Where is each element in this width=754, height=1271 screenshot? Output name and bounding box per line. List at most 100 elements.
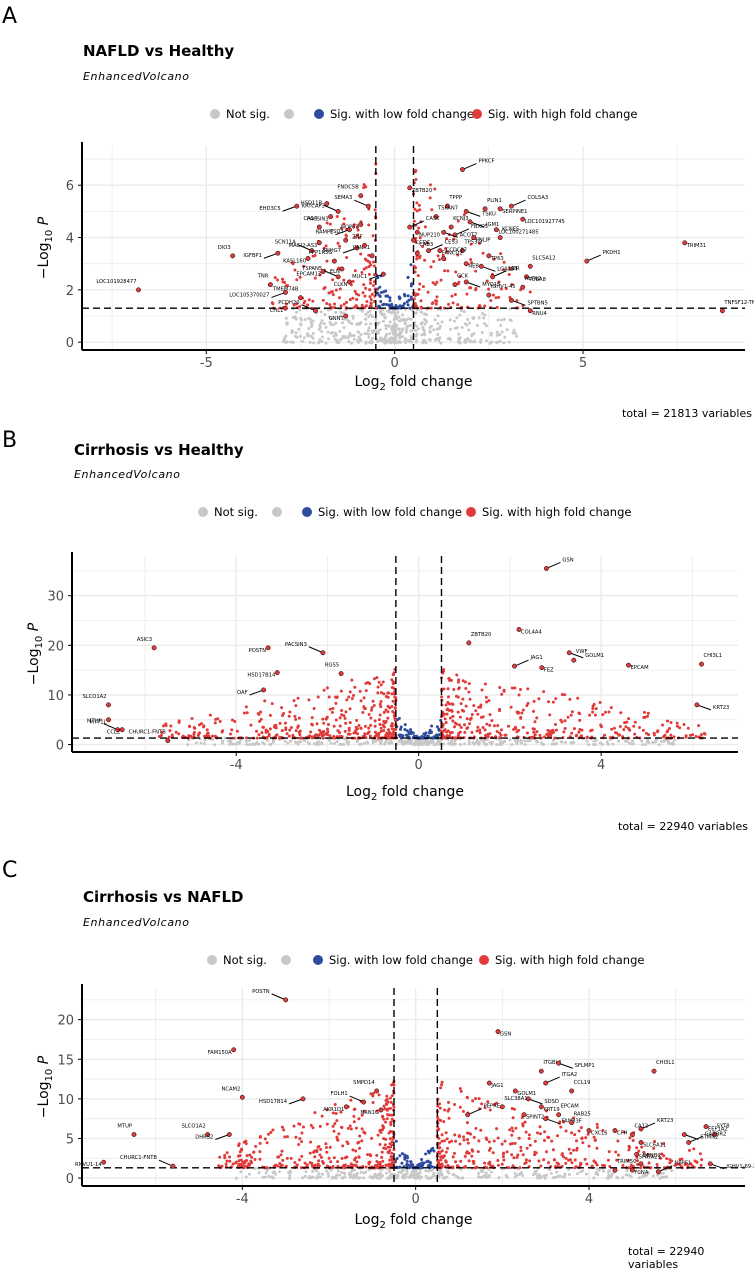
point-sig-high-fc bbox=[430, 208, 434, 212]
point-sig-high-fc bbox=[298, 733, 302, 737]
point-sig-low-fc bbox=[378, 285, 382, 289]
point-sig-high-fc bbox=[362, 705, 366, 709]
point-sig-high-fc bbox=[370, 706, 374, 710]
point-sig-high-fc bbox=[325, 1108, 329, 1112]
point-sig-high-fc bbox=[356, 1141, 360, 1145]
point-sig-high-fc bbox=[469, 716, 473, 720]
point-not-sig bbox=[429, 324, 433, 328]
point-sig-high-fc bbox=[392, 671, 396, 675]
x-tick-label: 4 bbox=[585, 1192, 593, 1207]
point-sig-high-fc bbox=[389, 724, 393, 728]
point-sig-high-fc bbox=[332, 724, 336, 728]
labeled-point bbox=[265, 645, 271, 651]
point-sig-high-fc bbox=[477, 1139, 481, 1143]
point-sig-high-fc bbox=[532, 699, 536, 703]
point-sig-high-fc bbox=[552, 1158, 556, 1162]
labeled-point bbox=[699, 661, 704, 667]
point-sig-high-fc bbox=[440, 1083, 444, 1087]
point-sig-high-fc bbox=[343, 1163, 347, 1167]
labeled-point bbox=[512, 663, 517, 669]
point-sig-high-fc bbox=[459, 702, 463, 706]
point-sig-high-fc bbox=[502, 260, 506, 264]
point-sig-high-fc bbox=[381, 680, 385, 684]
point-not-sig bbox=[318, 1175, 322, 1179]
point-sig-high-fc bbox=[258, 719, 262, 723]
point-not-sig bbox=[330, 1176, 334, 1180]
gene-label: FOLH1 bbox=[330, 1091, 347, 1097]
point-sig-high-fc bbox=[325, 1122, 329, 1126]
point-not-sig bbox=[535, 1169, 539, 1173]
point-sig-high-fc bbox=[390, 1113, 394, 1117]
point-not-sig bbox=[427, 1169, 431, 1173]
point-sig-high-fc bbox=[203, 734, 207, 738]
point-sig-high-fc bbox=[339, 1110, 343, 1114]
point-not-sig bbox=[472, 340, 476, 344]
point-sig-high-fc bbox=[440, 1149, 444, 1153]
gene-label: KASL160 bbox=[283, 258, 306, 264]
point-sig-high-fc bbox=[192, 732, 196, 736]
point-sig-low-fc bbox=[402, 292, 406, 296]
labeled-point bbox=[471, 235, 477, 240]
legend-low-label: Sig. with low fold change bbox=[329, 953, 474, 967]
point-sig-high-fc bbox=[687, 1148, 691, 1152]
point-not-sig bbox=[559, 740, 563, 744]
point-not-sig bbox=[356, 739, 360, 743]
point-not-sig bbox=[377, 321, 381, 325]
point-sig-high-fc bbox=[338, 724, 342, 728]
point-sig-high-fc bbox=[266, 1132, 270, 1136]
point-sig-high-fc bbox=[494, 296, 498, 300]
labeled-point bbox=[482, 206, 488, 212]
point-sig-high-fc bbox=[537, 1159, 541, 1163]
point-sig-high-fc bbox=[344, 234, 348, 238]
point-sig-high-fc bbox=[547, 731, 551, 735]
point-sig-high-fc bbox=[389, 1120, 393, 1124]
point-sig-high-fc bbox=[547, 700, 551, 704]
point-not-sig bbox=[283, 739, 287, 743]
point-sig-high-fc bbox=[601, 1129, 605, 1133]
point-sig-high-fc bbox=[359, 699, 363, 703]
point-not-sig bbox=[344, 336, 348, 340]
point-not-sig bbox=[338, 338, 342, 342]
gene-label: KRT23 bbox=[713, 705, 729, 711]
gene-label: CXCL6 bbox=[591, 1131, 608, 1137]
point-sig-high-fc bbox=[447, 1107, 451, 1111]
y-tick-label: 10 bbox=[57, 1093, 74, 1108]
point-sig-high-fc bbox=[306, 303, 310, 307]
point-not-sig bbox=[303, 317, 307, 321]
point-not-sig bbox=[398, 335, 402, 339]
gene-label: CLKN bbox=[334, 282, 348, 288]
point-not-sig bbox=[471, 741, 475, 745]
point-not-sig bbox=[288, 739, 292, 743]
point-sig-high-fc bbox=[591, 707, 595, 711]
point-not-sig bbox=[485, 742, 489, 746]
point-sig-high-fc bbox=[440, 1163, 444, 1167]
labeled-point bbox=[131, 1132, 137, 1137]
point-sig-high-fc bbox=[637, 1149, 641, 1153]
gene-label: SPATA21 bbox=[639, 1154, 661, 1160]
labeled-point bbox=[230, 253, 236, 259]
point-not-sig bbox=[584, 1172, 588, 1176]
point-sig-high-fc bbox=[389, 1123, 393, 1127]
point-sig-high-fc bbox=[416, 274, 420, 278]
gene-label: PSD3 bbox=[330, 229, 344, 235]
point-not-sig bbox=[519, 738, 523, 742]
point-sig-high-fc bbox=[566, 715, 570, 719]
x-tick-label: -5 bbox=[200, 356, 213, 371]
gene-label: CA12 bbox=[634, 1124, 648, 1130]
point-sig-high-fc bbox=[327, 695, 331, 699]
labeled-point bbox=[452, 282, 458, 288]
point-not-sig bbox=[382, 312, 386, 316]
point-sig-high-fc bbox=[491, 293, 495, 297]
point-sig-high-fc bbox=[526, 687, 530, 691]
point-sig-high-fc bbox=[440, 1080, 444, 1084]
label-connector bbox=[454, 228, 470, 236]
point-sig-high-fc bbox=[419, 305, 423, 309]
point-not-sig bbox=[498, 339, 502, 343]
point-not-sig bbox=[308, 317, 312, 321]
point-sig-high-fc bbox=[341, 1144, 345, 1148]
point-sig-high-fc bbox=[292, 1124, 296, 1128]
point-sig-high-fc bbox=[572, 1148, 576, 1152]
legend-ns-dot bbox=[210, 109, 220, 119]
point-sig-high-fc bbox=[392, 1083, 396, 1087]
point-sig-high-fc bbox=[456, 680, 460, 684]
